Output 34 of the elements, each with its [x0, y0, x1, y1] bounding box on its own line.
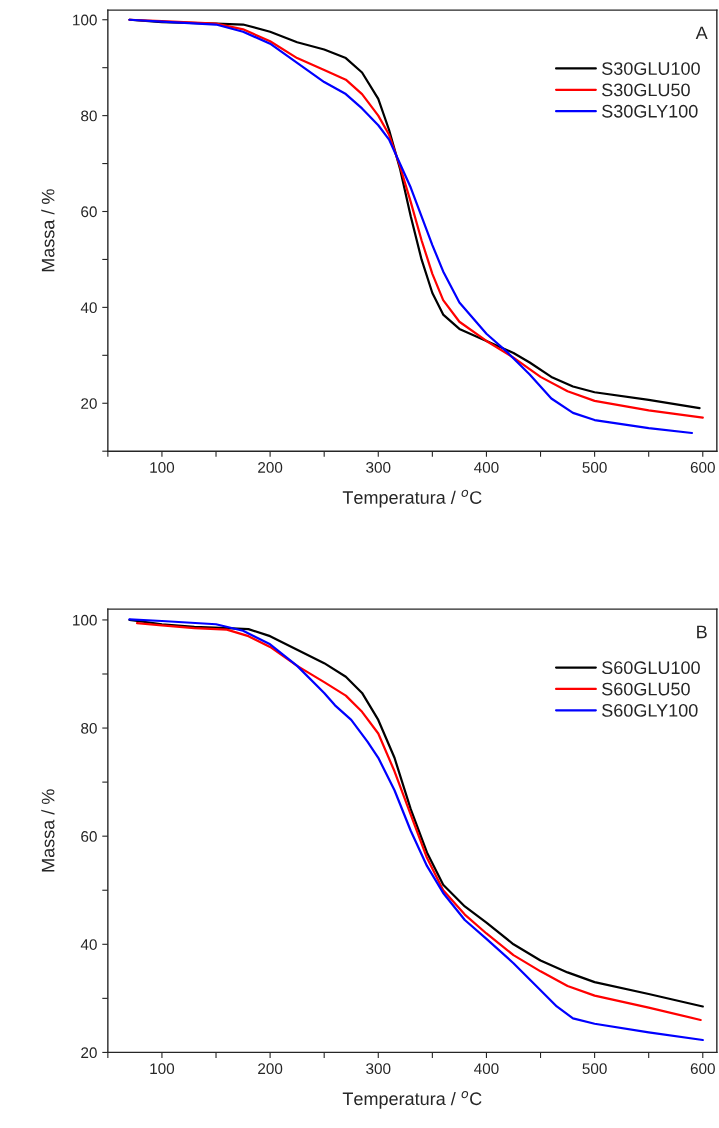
y-tick-label: 40	[80, 939, 97, 950]
y-tick-label: 20	[81, 398, 97, 409]
x-tick-label: 400	[474, 462, 499, 473]
x-tick-label: 400	[474, 1063, 499, 1075]
y-axis-title: Massa / %	[41, 189, 55, 272]
y-tick-label: 60	[81, 206, 97, 218]
legend-label: S30GLY100	[602, 104, 698, 118]
x-tick-label: 100	[150, 1063, 175, 1075]
x-tick-label: 300	[366, 462, 391, 473]
y-tick-label: 60	[81, 831, 97, 842]
x-tick-label: 600	[690, 462, 715, 473]
y-tick-label: 80	[81, 110, 97, 122]
y-tick-label: 80	[81, 722, 97, 734]
x-tick-label: 200	[258, 462, 283, 473]
x-axis-title: Temperatura / $^{o}$C	[342, 489, 482, 508]
legend-label: S60GLY100	[602, 704, 698, 717]
annotation: A	[695, 26, 708, 40]
x-tick-label: 300	[366, 1063, 391, 1075]
x-axis-title: Temperatura / $^{o}$C	[342, 1090, 482, 1109]
x-tick-label: 100	[150, 462, 175, 473]
y-tick-label: 40	[80, 302, 97, 314]
legend-label: S60GLU100	[602, 661, 700, 675]
x-tick-label: 500	[582, 1063, 607, 1075]
x-tick-label: 600	[690, 1063, 715, 1075]
legend-label: S30GLU100	[602, 62, 700, 75]
annotation: B	[697, 625, 707, 639]
x-tick-label: 200	[258, 1063, 283, 1075]
legend-label: S30GLU50	[602, 83, 690, 97]
y-tick-label: 100	[73, 614, 97, 626]
y-tick-label: 20	[81, 1047, 97, 1059]
y-tick-label: 100	[73, 14, 97, 26]
legend-label: S60GLU50	[602, 682, 690, 696]
y-axis-title: Massa / %	[41, 789, 55, 872]
x-tick-label: 500	[582, 462, 607, 473]
